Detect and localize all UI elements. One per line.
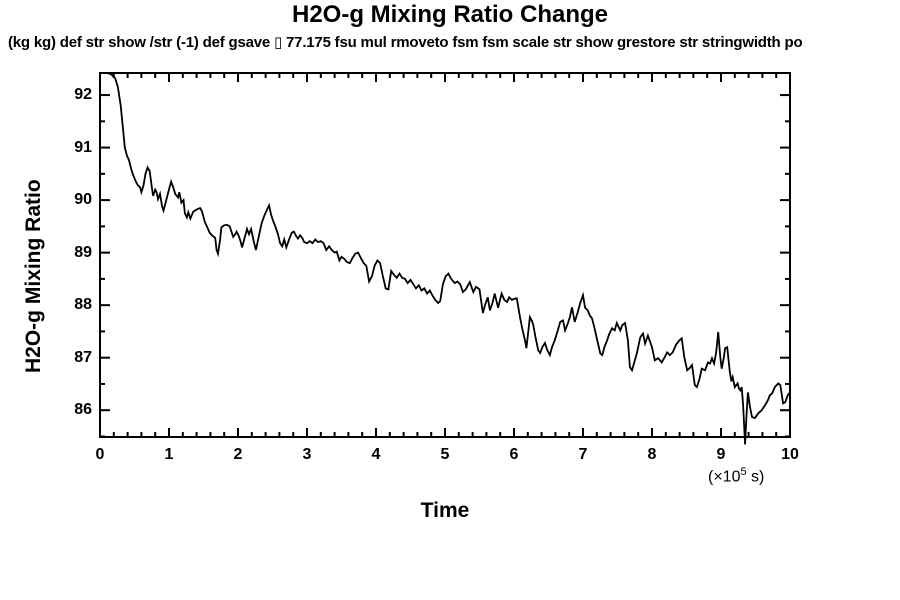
y-tick-label: 86 xyxy=(74,401,92,419)
x-tick-label: 5 xyxy=(440,446,450,463)
y-tick-label: 88 xyxy=(74,296,92,314)
x-axis-unit-suffix: s) xyxy=(746,468,765,486)
x-tick-label: 4 xyxy=(371,446,381,463)
x-tick-label: 8 xyxy=(647,446,657,463)
x-axis-unit-prefix: (×10 xyxy=(708,468,741,486)
y-tick-label: 87 xyxy=(74,348,92,366)
y-tick-label: 89 xyxy=(74,243,92,261)
x-tick-label: 1 xyxy=(164,446,174,463)
y-tick-label: 90 xyxy=(74,191,92,209)
y-tick-label: 91 xyxy=(74,138,92,156)
x-axis-label: Time xyxy=(420,499,470,522)
postscript-artifact-text: (kg kg) def str show /str (-1) def gsave… xyxy=(8,34,803,51)
x-tick-label: 0 xyxy=(95,446,105,463)
x-tick-label: 6 xyxy=(509,446,519,463)
plot-border xyxy=(99,72,791,438)
chart-title: H2O-g Mixing Ratio Change xyxy=(291,1,608,28)
data-line xyxy=(100,72,791,445)
x-tick-label: 10 xyxy=(781,446,799,463)
y-tick-label: 92 xyxy=(74,86,92,104)
x-tick-label: 7 xyxy=(578,446,588,463)
x-axis-unit-exponent: 5 xyxy=(740,466,747,478)
x-axis-unit: (×105 s) xyxy=(708,466,764,486)
x-tick-label: 3 xyxy=(302,446,312,463)
x-tick-label: 2 xyxy=(233,446,243,463)
x-tick-label: 9 xyxy=(716,446,726,463)
